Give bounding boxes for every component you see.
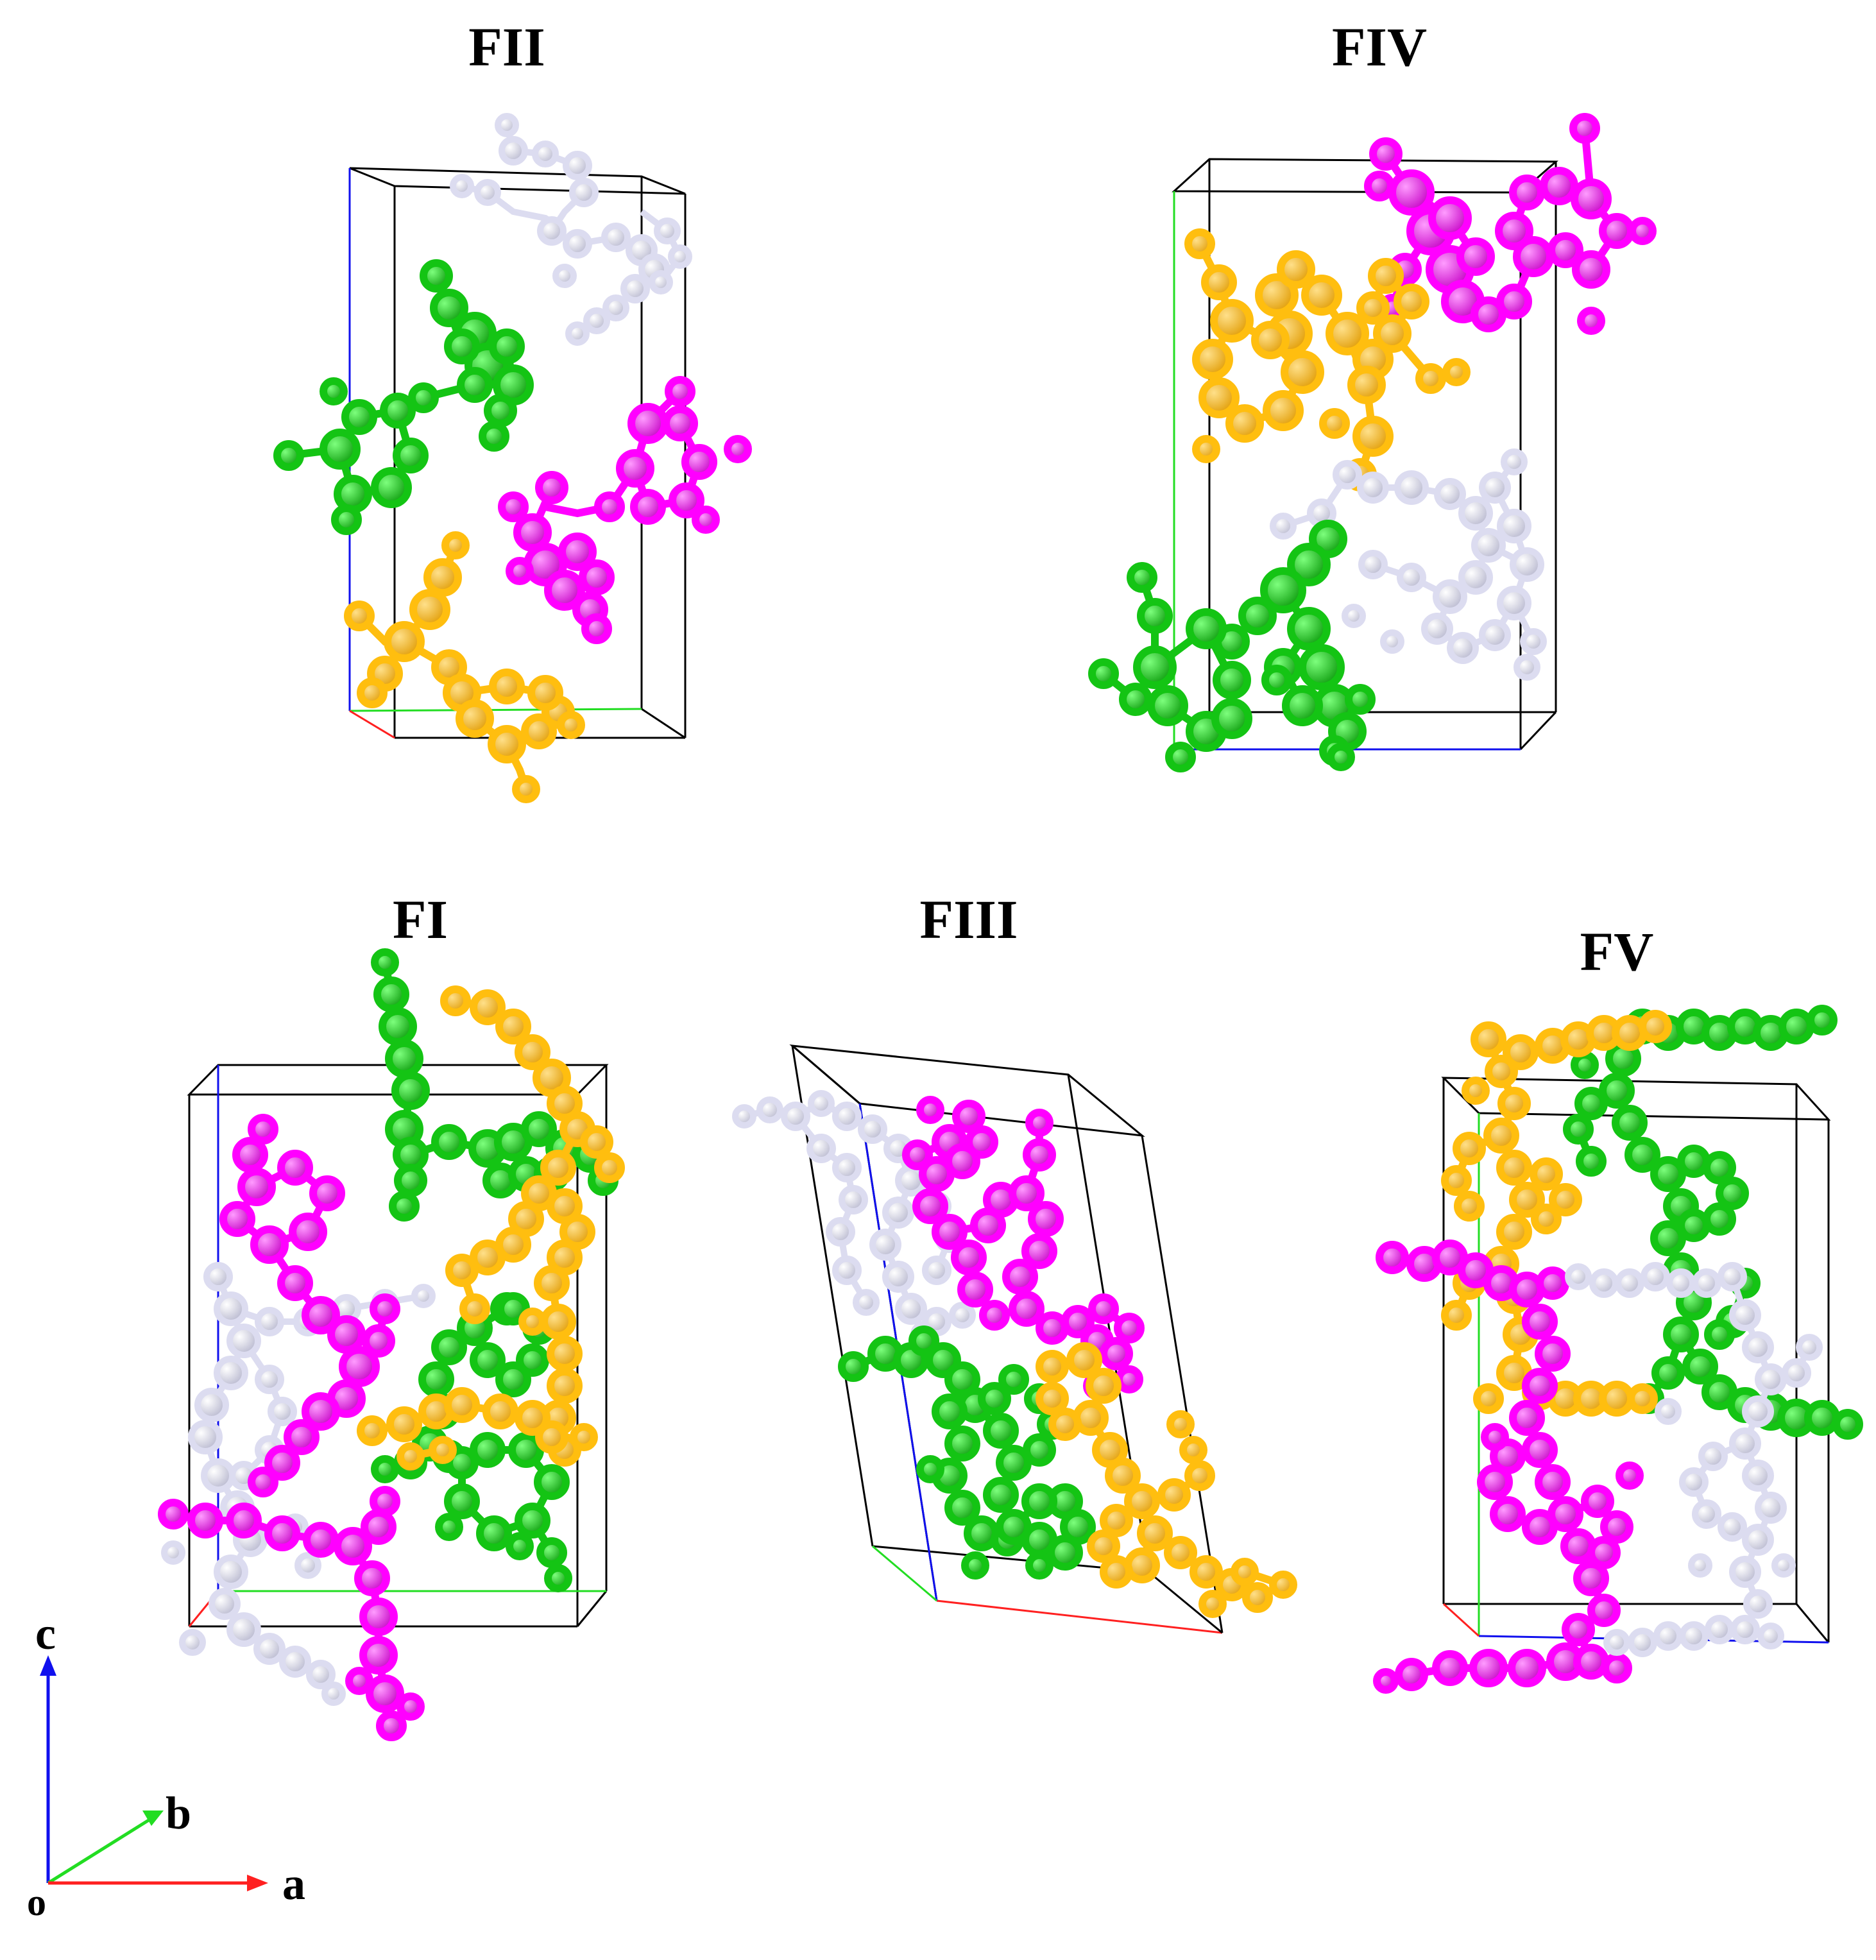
molecule-white-fi: [161, 1262, 436, 1706]
molecule-orange-fv: [1441, 1010, 1672, 1417]
molecule-orange-fiv: [1184, 228, 1471, 491]
molecule-magenta-fii: [498, 376, 752, 644]
panel-title-fi: FI: [393, 889, 448, 950]
molecule-white-fii: [450, 113, 692, 346]
molecule-magenta-fi: [158, 1114, 425, 1741]
molecule-magenta-fv: [1373, 1240, 1644, 1694]
molecule-orange-fii: [344, 531, 585, 803]
panel-fv: [1373, 1005, 1863, 1694]
axis-label-a: a: [282, 1858, 305, 1909]
molecule-white-fv: [1565, 1262, 1823, 1657]
molecule-green-fv: [1563, 1005, 1863, 1440]
panel-title-fiii: FIII: [919, 889, 1018, 950]
axes-triad: [40, 1655, 268, 1891]
molecule-magenta-fiii: [902, 1096, 1145, 1400]
panel-title-fv: FV: [1580, 921, 1654, 982]
panel-fiii: [732, 1044, 1297, 1634]
axis-a-arrowhead: [247, 1875, 268, 1891]
panel-fi: [158, 948, 625, 1741]
axis-c-arrowhead: [40, 1655, 56, 1676]
molecule-orange-fi: [357, 985, 625, 1470]
axis-label-origin: o: [27, 1881, 46, 1923]
molecule-white-fiv: [1270, 448, 1547, 681]
axis-label-c: c: [35, 1608, 56, 1659]
panel-title-fii: FII: [468, 16, 545, 78]
molecule-orange-fiii: [1036, 1342, 1297, 1618]
axis-label-b: b: [166, 1787, 192, 1839]
panel-title-fiv: FIV: [1331, 16, 1428, 78]
axis-b-arrow: [47, 1817, 152, 1885]
molecule-magenta-fiv: [1364, 113, 1657, 335]
molecule-green-fiv: [1088, 520, 1376, 772]
axis-b-arrowhead: [142, 1811, 164, 1826]
panel-fii: [273, 113, 752, 803]
panel-fiv: [1088, 113, 1657, 772]
molecule-green-fii: [273, 259, 534, 535]
